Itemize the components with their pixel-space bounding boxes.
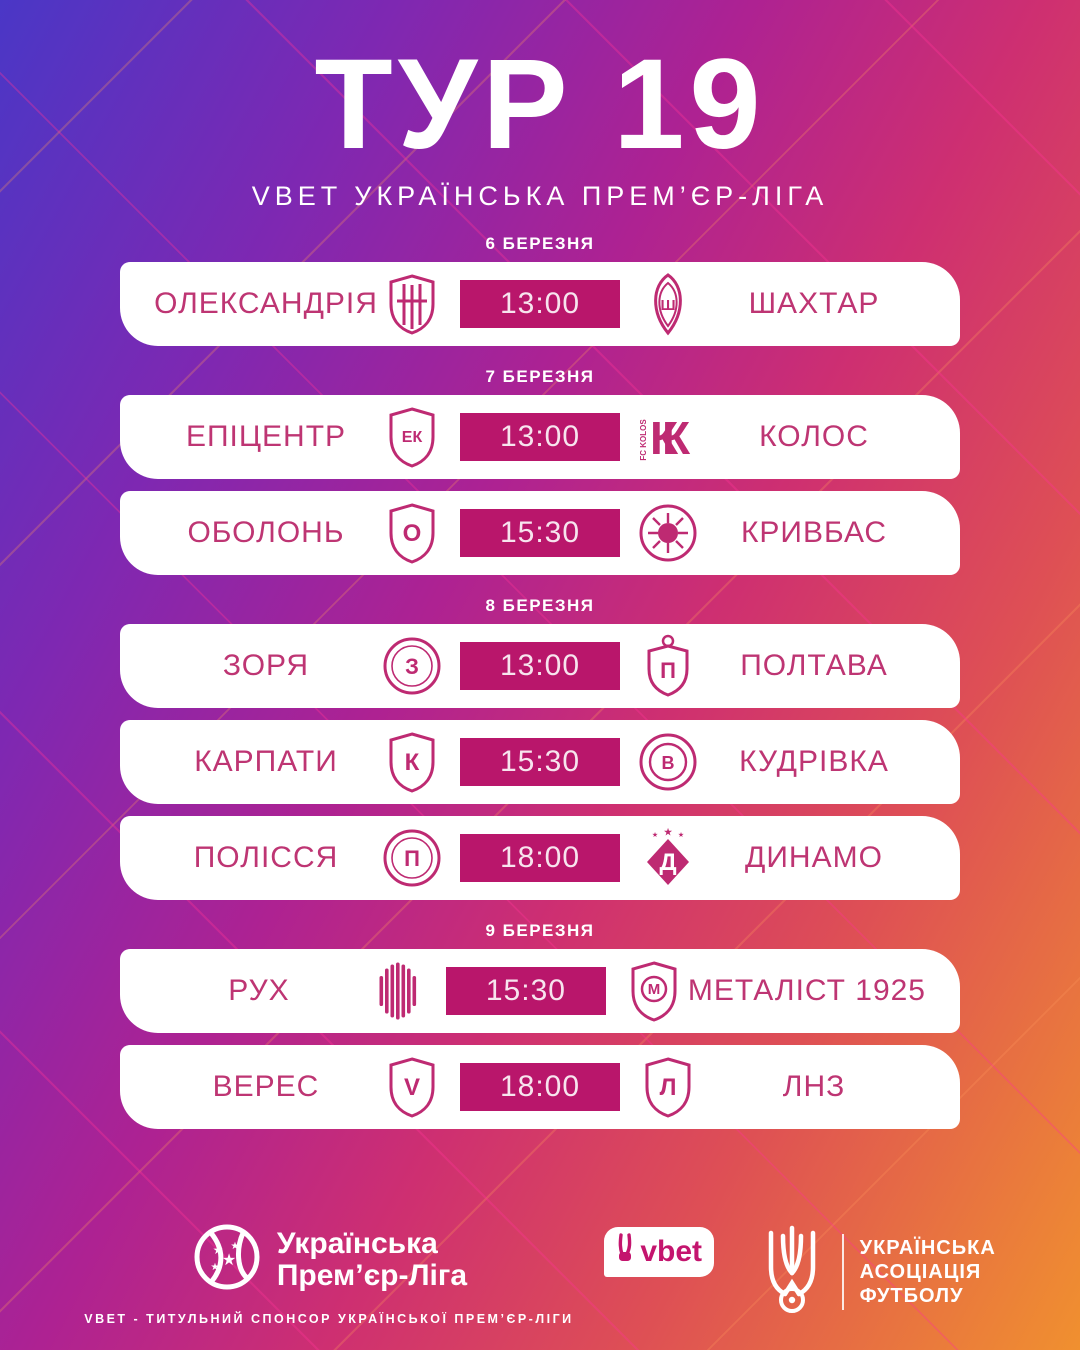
match-card: ЗОРЯ З 13:00 П ПОЛТАВА [120,623,960,708]
svg-text:О: О [403,520,422,547]
home-team-name: ЗОРЯ [222,648,310,682]
svg-text:В: В [662,753,675,773]
svg-text:ЕК: ЕК [402,429,423,446]
svg-text:★: ★ [230,1241,239,1252]
home-team-name: ЕПІЦЕНТР [185,419,347,453]
svg-text:FC KOLOS: FC KOLOS [639,418,648,460]
matchday-date: 7 БЕРЕЗНЯ [485,366,595,386]
svg-text:К: К [650,412,679,464]
dynamo-crest-icon: ★ ★ ★ Д [638,825,698,891]
away-team-name: МЕТАЛІСТ 1925 [687,973,926,1007]
svg-text:К: К [662,412,691,464]
match-card: ПОЛІССЯ П 18:00 ★ ★ ★ Д ДИНАМО [120,815,960,900]
matchday-date: 9 БЕРЕЗНЯ [485,920,595,940]
upl-wordmark-line1: Українська [276,1227,438,1260]
epitsentr-crest-icon: ЕК [382,404,442,470]
polissia-crest-icon: П [382,825,442,891]
match-card: ОБОЛОНЬ О 15:30 КРИВБАС [120,490,960,575]
home-team-name: ОЛЕКСАНДРІЯ [154,286,378,320]
kickoff-time: 15:30 [445,966,606,1015]
matchday-date: 8 БЕРЕЗНЯ [485,595,595,615]
upl-branding: ★ ★ ★ ★ Українська Прем’єр-Ліга VBET - Т… [84,1221,573,1326]
sponsor-note: VBET - ТИТУЛЬНИЙ СПОНСОР УКРАЇНСЬКОЇ ПРЕ… [84,1312,574,1326]
oleksandriia-crest-icon [382,271,442,337]
svg-text:★: ★ [664,827,673,837]
away-team-name: КУДРІВКА [739,744,889,778]
away-team-name: ЛНЗ [782,1069,846,1103]
svg-text:★: ★ [678,831,684,839]
kickoff-time: 18:00 [460,833,620,882]
uaf-divider [841,1233,844,1310]
away-team-name: ДИНАМО [745,840,883,874]
away-team-name: КОЛОС [759,419,869,453]
poster-footer: ★ ★ ★ ★ Українська Прем’єр-Ліга VBET - Т… [0,1221,1080,1326]
kickoff-time: 15:30 [460,508,620,557]
uaf-wordmark: УКРАЇНСЬКА АСОЦІАЦІЯ ФУТБОЛУ [860,1236,996,1308]
kickoff-time: 13:00 [460,641,620,690]
vbet-logo: vbet [603,1227,714,1277]
svg-text:★: ★ [212,1243,223,1257]
away-team-name: ШАХТАР [748,286,880,320]
league-subtitle: VBET УКРАЇНСЬКА ПРЕМ’ЄР-ЛІГА [251,180,829,211]
matchday-date: 6 БЕРЕЗНЯ [485,233,595,253]
home-team-name: ПОЛІССЯ [193,840,339,874]
vbet-wordmark: vbet [640,1235,702,1268]
karpaty-crest-icon: К [382,729,442,795]
lnz-crest-icon: Л [638,1054,698,1120]
uaf-wordmark-line1: УКРАЇНСЬКА [859,1236,996,1259]
uaf-wordmark-line2: АСОЦІАЦІЯ [859,1260,982,1283]
svg-text:М: М [648,981,661,998]
svg-text:★: ★ [210,1262,219,1273]
kickoff-time: 18:00 [460,1062,620,1111]
svg-text:★: ★ [652,831,658,839]
shakhtar-crest-icon: Ш [638,271,698,337]
svg-text:Л: Л [660,1074,677,1101]
svg-text:П: П [660,658,676,683]
home-team-name: ВЕРЕС [212,1069,320,1103]
svg-text:П: П [404,846,420,871]
svg-text:З: З [405,654,419,679]
rukh-crest-icon [368,958,428,1024]
v-hand-icon [615,1232,635,1272]
home-team-name: РУХ [228,973,290,1007]
match-card: ОЛЕКСАНДРІЯ 13:00 Ш ШАХТАР [120,261,960,346]
zoria-crest-icon: З [382,633,442,699]
kryvbas-crest-icon [638,500,698,566]
home-team-name: КАРПАТИ [194,744,338,778]
away-team-name: КРИВБАС [740,515,888,549]
kudrivka-crest-icon: В [638,729,698,795]
match-card: КАРПАТИ К 15:30 В КУДРІВКА [120,719,960,804]
uaf-trident-logo-icon [758,1221,826,1322]
kickoff-time: 15:30 [460,737,620,786]
kickoff-time: 13:00 [460,412,620,461]
veres-crest-icon: V [382,1054,442,1120]
upl-wordmark: Українська Прем’єр-Ліга [277,1228,467,1291]
kolos-crest-icon: FC KOLOS К К [638,404,698,470]
match-card: ЕПІЦЕНТР ЕК 13:00 FC KOLOS К К КОЛОС [120,394,960,479]
svg-text:К: К [405,749,420,776]
svg-text:★: ★ [222,1252,236,1269]
fixtures-list: 6 БЕРЕЗНЯ ОЛЕКСАНДРІЯ 13:00 Ш ШАХТАР 7 БЕРЕЗН… [0,233,1080,1129]
round-title: ТУР 19 [314,33,766,176]
home-team-name: ОБОЛОНЬ [187,515,345,549]
obolon-crest-icon: О [382,500,442,566]
svg-text:V: V [404,1074,420,1101]
upl-wordmark-line2: Прем’єр-Ліга [276,1258,468,1292]
kickoff-time: 13:00 [460,279,620,328]
away-team-name: ПОЛТАВА [740,648,888,682]
uaf-branding: УКРАЇНСЬКА АСОЦІАЦІЯ ФУТБОЛУ [758,1221,996,1322]
svg-text:Д: Д [659,849,676,876]
poster-header: ТУР 19 VBET УКРАЇНСЬКА ПРЕМ’ЄР-ЛІГА [0,0,1080,213]
metalist1925-crest-icon: М [624,958,684,1024]
poltava-crest-icon: П [638,633,698,699]
uaf-wordmark-line3: ФУТБОЛУ [859,1284,964,1307]
upl-ball-logo-icon: ★ ★ ★ ★ [191,1221,263,1298]
svg-text:Ш: Ш [660,297,675,314]
match-card: РУХ 15:30 М МЕТАЛІСТ 1925 [120,948,960,1033]
match-card: ВЕРЕС V 18:00 Л ЛНЗ [120,1044,960,1129]
